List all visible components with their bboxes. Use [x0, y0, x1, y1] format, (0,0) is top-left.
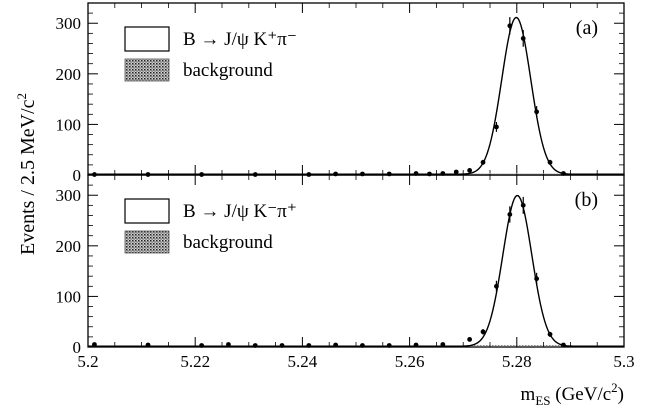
y-axis-label: Events / 2.5 MeV/c2	[14, 93, 39, 255]
panel-label: (a)	[576, 17, 598, 39]
x-tick-label: 5.3	[613, 352, 634, 371]
legend-label-background: background	[183, 232, 273, 253]
data-point	[467, 337, 473, 342]
data-point	[226, 342, 231, 347]
y-tick-label: 300	[56, 14, 82, 33]
data-point	[145, 342, 151, 348]
data-point	[480, 159, 486, 165]
x-tick-label: 5.24	[288, 352, 318, 371]
data-point	[252, 343, 258, 348]
y-tick-label: 300	[56, 186, 82, 205]
data-point	[494, 283, 499, 289]
y-tick-label: 200	[56, 65, 82, 84]
legend-swatch-signal	[124, 198, 170, 224]
data-point	[547, 159, 553, 165]
data-point	[386, 171, 392, 177]
legend-label-background: background	[183, 60, 273, 81]
x-tick-label: 5.2	[77, 352, 98, 371]
legend-swatch-background	[124, 230, 170, 254]
legend-label-signal: B → J/ψ K⁻π⁺	[183, 201, 297, 222]
data-point	[427, 171, 432, 177]
data-point	[440, 342, 446, 347]
data-point	[507, 212, 513, 217]
panel-b: 0 100 200 300 5.2 5.22 5.24 5.26 5.28 5.3 B → J/ψ …	[56, 174, 635, 371]
data-point	[333, 171, 339, 177]
data-point	[547, 331, 553, 337]
y-tick-label: 200	[56, 237, 82, 256]
y-tick-label: 0	[73, 166, 82, 185]
data-point	[507, 23, 513, 29]
fit-curve	[88, 194, 624, 347]
data-point	[413, 342, 419, 348]
data-point	[534, 276, 540, 282]
data-point	[453, 169, 459, 175]
x-axis-label: mES (GeV/c2)	[521, 380, 624, 408]
data-point	[333, 342, 339, 348]
legend-swatch-background	[124, 58, 170, 82]
y-tick-label: 100	[56, 287, 82, 306]
data-point	[92, 342, 97, 347]
panel-label: (b)	[575, 189, 598, 211]
x-tick-label: 5.28	[502, 352, 532, 371]
legend-swatch-signal	[124, 26, 170, 52]
data-point	[360, 171, 365, 177]
x-tick-label: 5.22	[180, 352, 210, 371]
data-point	[199, 343, 205, 348]
data-point	[480, 329, 486, 335]
data-point	[386, 343, 392, 348]
x-tick-label: 5.26	[395, 352, 425, 371]
panel-a: 0 100 200 300 B → J/ψ K⁺π⁻ background (a)	[56, 2, 625, 185]
data-point	[467, 168, 473, 173]
data-point	[306, 343, 312, 348]
y-tick-label: 0	[73, 338, 82, 357]
data-point	[360, 343, 365, 348]
fit-curve	[88, 16, 624, 175]
data-point	[494, 124, 499, 130]
data-point	[520, 36, 526, 41]
y-tick-label: 100	[56, 115, 82, 134]
legend-label-signal: B → J/ψ K⁺π⁻	[183, 29, 297, 50]
data-point	[534, 109, 540, 115]
data-point	[279, 343, 285, 348]
data-point	[520, 202, 526, 208]
data-point	[561, 342, 566, 348]
